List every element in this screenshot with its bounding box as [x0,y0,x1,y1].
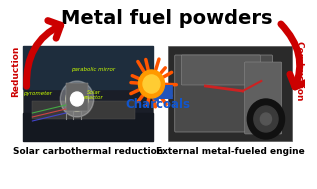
FancyBboxPatch shape [175,55,272,132]
Circle shape [254,106,278,132]
Circle shape [70,92,84,106]
Polygon shape [23,112,153,141]
Text: External metal-fueled engine: External metal-fueled engine [156,146,304,156]
Text: pyrometer: pyrometer [23,91,52,95]
Circle shape [260,113,272,125]
Polygon shape [142,81,173,103]
FancyBboxPatch shape [181,55,260,85]
FancyBboxPatch shape [244,62,282,134]
FancyArrowPatch shape [281,24,308,87]
Text: parabolic mirror: parabolic mirror [71,67,115,71]
Circle shape [66,87,88,111]
Text: Reduction: Reduction [11,45,20,97]
Circle shape [143,75,160,93]
FancyBboxPatch shape [168,46,292,141]
FancyArrowPatch shape [27,21,61,86]
Circle shape [60,81,94,117]
FancyBboxPatch shape [66,83,88,111]
Text: Solar
reactor: Solar reactor [84,90,104,100]
FancyBboxPatch shape [32,101,135,119]
FancyBboxPatch shape [23,46,153,141]
Text: Solar carbothermal reduction: Solar carbothermal reduction [13,146,163,156]
Circle shape [247,99,285,139]
Polygon shape [23,46,153,89]
Circle shape [139,70,165,98]
Text: Metal fuel powders: Metal fuel powders [61,9,272,28]
Text: Charcoals: Charcoals [126,98,191,112]
Text: Combustion: Combustion [295,41,304,101]
